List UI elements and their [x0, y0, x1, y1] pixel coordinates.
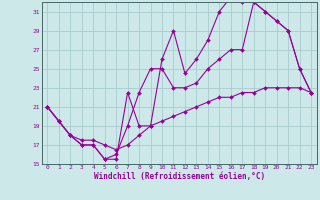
- X-axis label: Windchill (Refroidissement éolien,°C): Windchill (Refroidissement éolien,°C): [94, 172, 265, 181]
